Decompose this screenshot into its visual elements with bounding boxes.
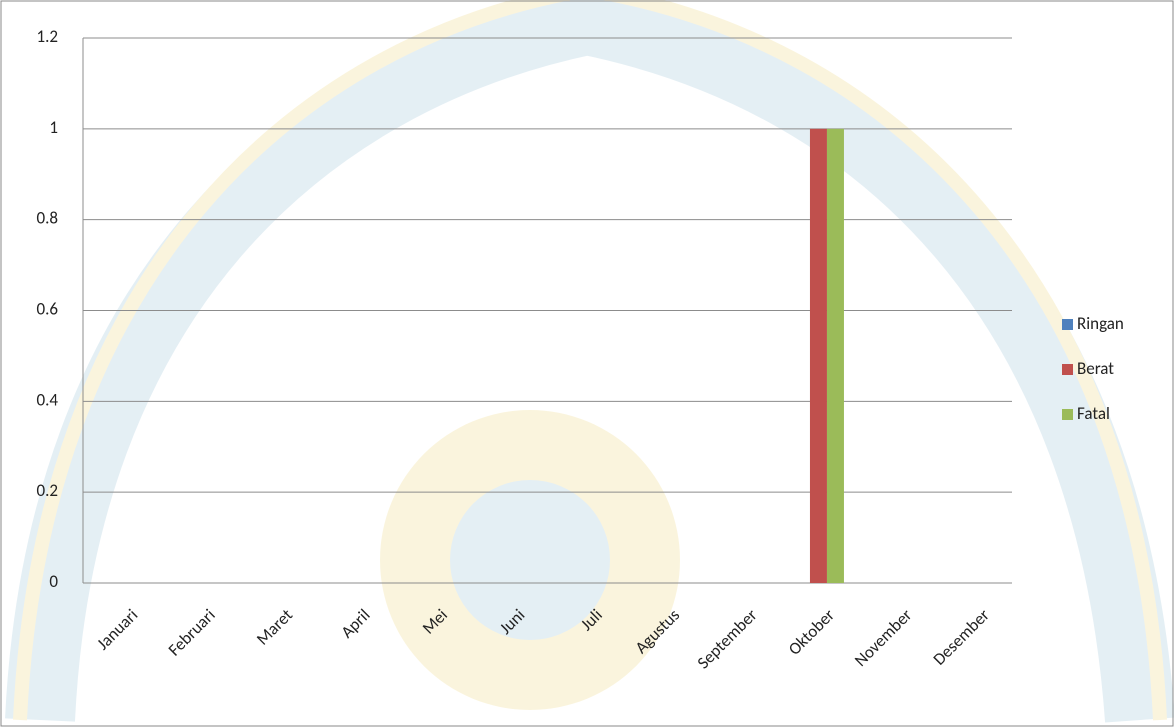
x-tick-label: September [693,605,762,674]
legend-swatch [1062,319,1073,330]
y-tick-label: 0.8 [36,208,58,229]
legend-label: Fatal [1077,403,1110,424]
x-tick-label: April [337,605,375,643]
x-tick-label: Oktober [784,605,839,660]
chart: 0 0.2 0.4 0.6 0.8 1 1.2 Januari Februari Maret Apr… [0,0,1174,727]
y-tick-label: 1 [49,117,58,138]
y-tick-label: 1.2 [36,26,58,47]
x-tick-label: Januari [92,605,142,655]
legend-swatch [1062,364,1073,375]
legend-label: Berat [1077,358,1114,379]
bar [827,129,844,583]
x-tick-label: Desember [929,605,994,670]
y-tick-label: 0.4 [36,389,58,410]
y-tick-label: 0.2 [36,480,58,501]
y-tick-label: 0 [49,571,58,592]
legend-swatch [1062,409,1073,420]
legend-label: Ringan [1077,313,1124,334]
bar [810,129,827,583]
x-tick-label: November [850,605,916,671]
y-tick-label: 0.6 [36,299,58,320]
x-tick-label: Februari [164,605,220,661]
x-tick-label: Maret [252,604,297,649]
